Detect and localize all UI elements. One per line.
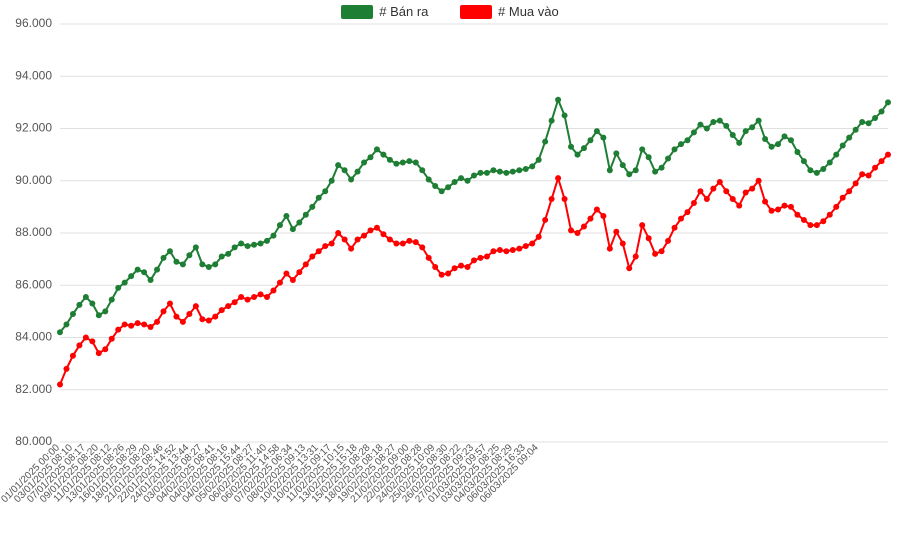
svg-text:92.000: 92.000	[15, 121, 52, 135]
legend-item-mua-vao: # Mua vào	[460, 4, 559, 19]
legend-label-mua-vao: # Mua vào	[498, 4, 559, 19]
svg-text:86.000: 86.000	[15, 277, 52, 291]
legend-item-ban-ra: # Bán ra	[341, 4, 428, 19]
svg-text:94.000: 94.000	[15, 68, 52, 82]
svg-text:84.000: 84.000	[15, 330, 52, 344]
legend-swatch-ban-ra	[341, 5, 373, 19]
plot-area: 80.000 82.000 84.000 86.000 88.000 90.000 92.0…	[0, 0, 900, 557]
legend: # Bán ra # Mua vào	[0, 4, 900, 22]
svg-text:82.000: 82.000	[15, 382, 52, 396]
legend-label-ban-ra: # Bán ra	[379, 4, 428, 19]
legend-swatch-mua-vao	[460, 5, 492, 19]
gold-price-chart: # Bán ra # Mua vào 80.000 82.000 84.000 86.…	[0, 0, 900, 557]
svg-text:90.000: 90.000	[15, 173, 52, 187]
svg-text:88.000: 88.000	[15, 225, 52, 239]
svg-text:80.000: 80.000	[15, 434, 52, 448]
